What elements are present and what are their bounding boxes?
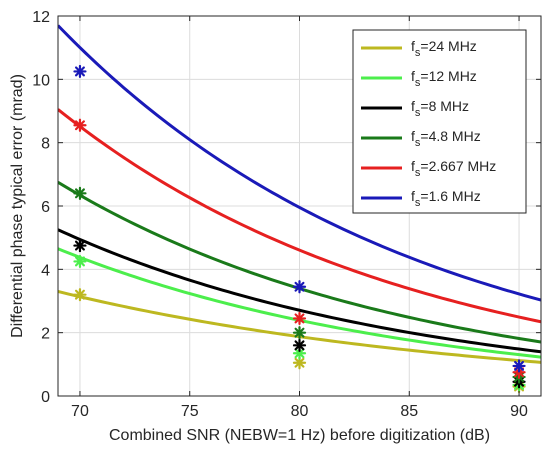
x-tick-label: 70	[71, 403, 89, 420]
data-point	[73, 288, 87, 302]
y-axis-label: Differential phase typical error (mrad)	[9, 74, 26, 338]
data-point	[512, 359, 526, 373]
series-line	[58, 228, 541, 354]
x-tick-label: 85	[400, 403, 418, 420]
x-ticks: 70 75 80 85 90	[71, 16, 528, 420]
x-tick-label: 80	[291, 403, 309, 420]
x-tick-label: 75	[181, 403, 199, 420]
data-point	[73, 254, 87, 269]
data-point	[292, 311, 307, 326]
y-tick-label: 8	[41, 136, 50, 153]
legend-label: fs=2.667 MHz	[411, 158, 496, 179]
legend: fs=24 MHz fs=12 MHz fs=8 MHz fs=4.8 MHz fs=2…	[352, 29, 527, 214]
markers	[73, 64, 526, 394]
data-point	[73, 186, 87, 200]
series-line	[58, 108, 541, 324]
x-tick-label: 90	[510, 403, 528, 420]
y-tick-label: 10	[32, 72, 50, 89]
data-point	[73, 238, 87, 253]
y-tick-label: 0	[41, 389, 50, 406]
data-point	[292, 280, 307, 294]
series-line	[58, 24, 541, 302]
y-ticks: 0 2 4 6 8 10 12	[32, 9, 541, 406]
legend-label: fs=12 MHz	[411, 68, 477, 89]
legend-label: fs=4.8 MHz	[411, 128, 481, 149]
data-point	[292, 338, 307, 352]
data-point	[292, 326, 307, 340]
y-tick-label: 2	[41, 326, 50, 343]
legend-label: fs=1.6 MHz	[411, 188, 481, 209]
legend-box	[352, 29, 527, 214]
data-point	[73, 64, 87, 79]
x-axis-label: Combined SNR (NEBW=1 Hz) before digitiza…	[109, 427, 490, 444]
legend-label: fs=24 MHz	[411, 38, 477, 59]
y-tick-label: 12	[32, 9, 50, 26]
y-tick-label: 6	[41, 199, 50, 216]
data-point	[73, 118, 87, 132]
y-tick-label: 4	[41, 262, 50, 279]
legend-label: fs=8 MHz	[411, 98, 469, 119]
